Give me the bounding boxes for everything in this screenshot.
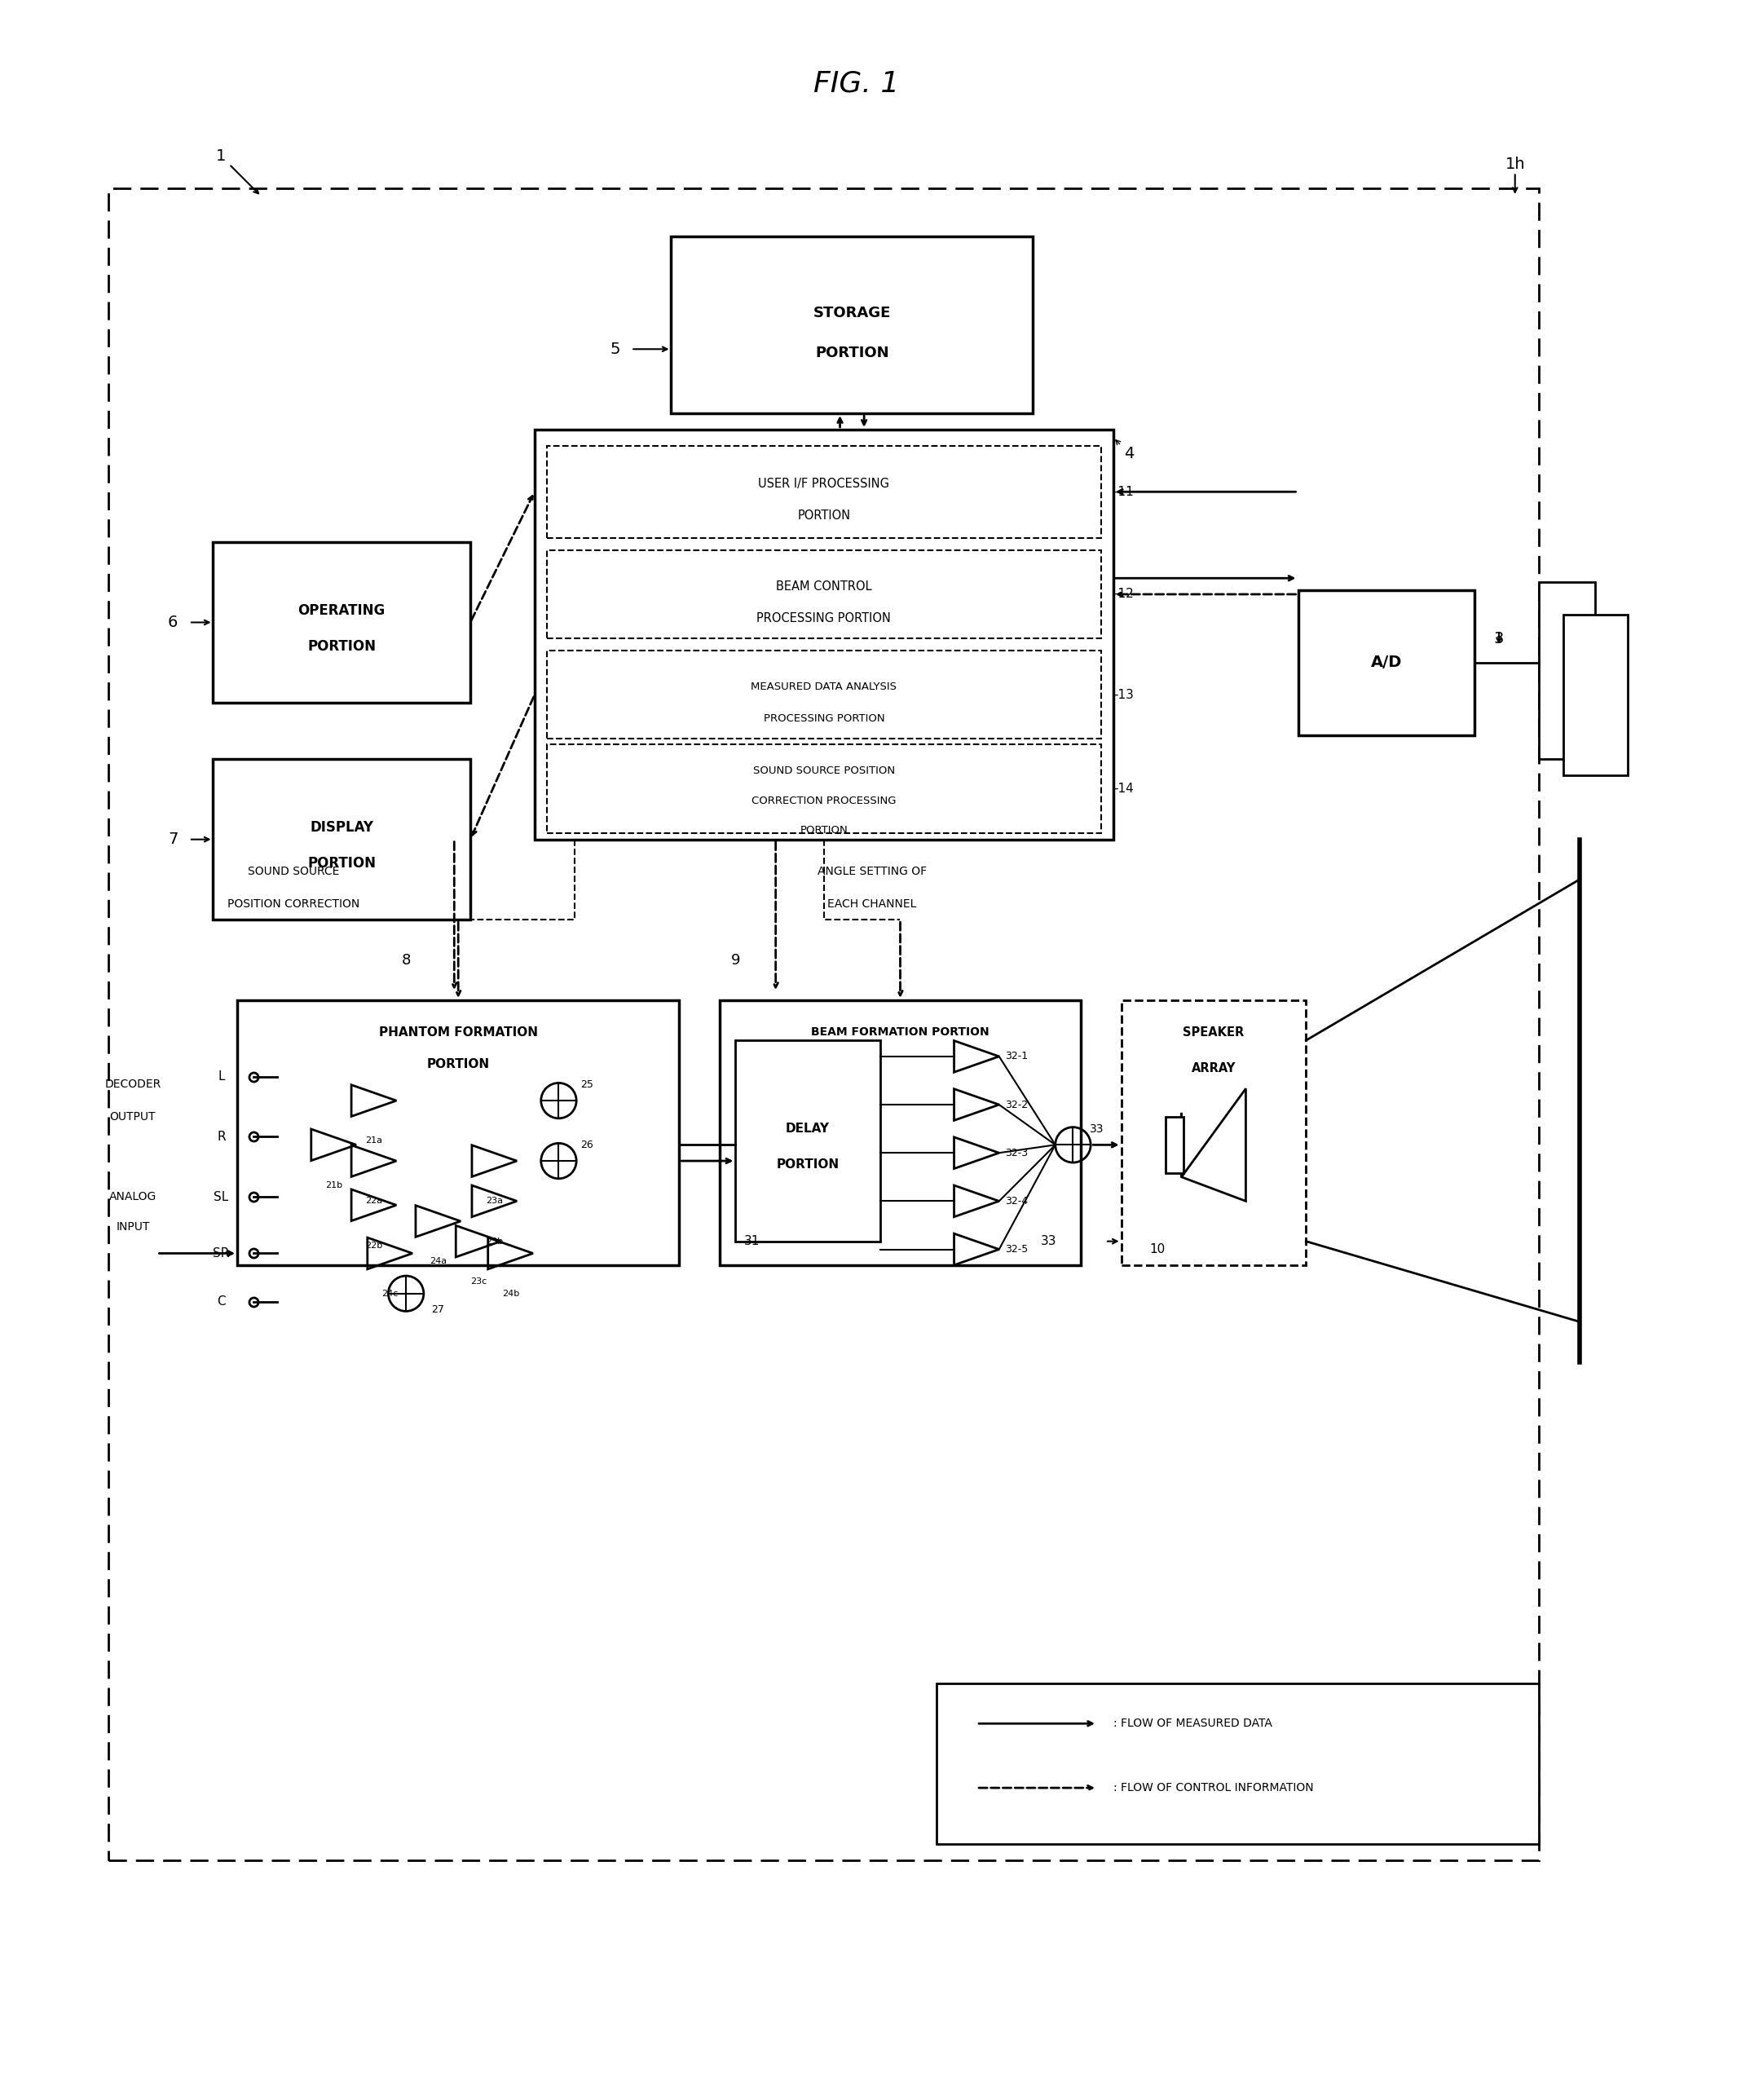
Text: DISPLAY: DISPLAY (310, 819, 374, 834)
Text: 8: 8 (402, 953, 411, 968)
Text: EACH CHANNEL: EACH CHANNEL (827, 899, 918, 909)
Text: -14: -14 (1112, 783, 1133, 796)
FancyBboxPatch shape (1299, 590, 1475, 735)
Text: 32-1: 32-1 (1005, 1052, 1029, 1063)
Text: 1h: 1h (1504, 157, 1525, 172)
Text: OPERATING: OPERATING (298, 603, 385, 617)
FancyBboxPatch shape (719, 1000, 1081, 1266)
Text: USER I/F PROCESSING: USER I/F PROCESSING (759, 477, 890, 489)
FancyBboxPatch shape (237, 1000, 679, 1266)
FancyBboxPatch shape (735, 1039, 881, 1241)
Text: 32-4: 32-4 (1005, 1195, 1029, 1205)
Text: MEASURED DATA ANALYSIS: MEASURED DATA ANALYSIS (750, 680, 897, 693)
Text: PHANTOM FORMATION: PHANTOM FORMATION (380, 1027, 538, 1037)
Text: SL: SL (214, 1191, 228, 1203)
Text: SR: SR (212, 1247, 230, 1260)
Text: 25: 25 (580, 1079, 594, 1090)
Text: ANALOG: ANALOG (110, 1191, 157, 1203)
Text: BEAM CONTROL: BEAM CONTROL (776, 580, 872, 592)
Text: PORTION: PORTION (776, 1159, 839, 1172)
Text: 21a: 21a (366, 1136, 383, 1144)
Text: 10: 10 (1149, 1243, 1165, 1256)
Text: A/D: A/D (1370, 655, 1402, 670)
Text: 31: 31 (743, 1235, 759, 1247)
Text: 9: 9 (731, 953, 740, 968)
Text: 21b: 21b (326, 1180, 343, 1189)
FancyBboxPatch shape (1539, 582, 1595, 758)
Text: L: L (218, 1071, 225, 1084)
FancyBboxPatch shape (547, 550, 1100, 638)
FancyBboxPatch shape (937, 1684, 1539, 1844)
Text: 1: 1 (216, 149, 226, 164)
Text: DECODER: DECODER (104, 1079, 160, 1090)
Text: : FLOW OF MEASURED DATA: : FLOW OF MEASURED DATA (1112, 1718, 1273, 1728)
FancyBboxPatch shape (1165, 1117, 1184, 1174)
Text: PROCESSING PORTION: PROCESSING PORTION (757, 613, 891, 624)
FancyBboxPatch shape (547, 651, 1100, 739)
Text: PORTION: PORTION (308, 638, 376, 653)
FancyBboxPatch shape (547, 445, 1100, 538)
FancyBboxPatch shape (212, 758, 470, 920)
Text: STORAGE: STORAGE (813, 307, 891, 321)
Text: -12: -12 (1112, 588, 1133, 601)
Text: PROCESSING PORTION: PROCESSING PORTION (763, 714, 884, 724)
Text: POSITION CORRECTION: POSITION CORRECTION (228, 899, 360, 909)
Text: PORTION: PORTION (308, 857, 376, 871)
FancyBboxPatch shape (212, 542, 470, 704)
Text: 23b: 23b (486, 1237, 503, 1245)
Text: 24a: 24a (430, 1258, 447, 1266)
Text: ANGLE SETTING OF: ANGLE SETTING OF (818, 865, 926, 878)
Text: 23c: 23c (470, 1277, 486, 1285)
Text: 6: 6 (167, 615, 178, 630)
Text: 5: 5 (609, 342, 620, 357)
Text: 4: 4 (1125, 445, 1135, 462)
Text: PORTION: PORTION (797, 510, 850, 523)
Bar (108, 189, 1539, 1861)
Text: SPEAKER: SPEAKER (1182, 1027, 1245, 1037)
FancyBboxPatch shape (672, 237, 1032, 414)
Text: 7: 7 (167, 832, 178, 846)
Text: 26: 26 (580, 1140, 594, 1151)
Text: PORTION: PORTION (427, 1058, 489, 1071)
Text: R: R (218, 1130, 226, 1142)
Text: 24b: 24b (501, 1289, 519, 1298)
Text: -11: -11 (1112, 485, 1133, 498)
Text: PORTION: PORTION (799, 825, 848, 836)
FancyBboxPatch shape (1121, 1000, 1306, 1266)
Text: 32-2: 32-2 (1005, 1100, 1029, 1111)
Text: 33: 33 (1090, 1124, 1104, 1134)
Text: SOUND SOURCE: SOUND SOURCE (247, 865, 339, 878)
Text: BEAM FORMATION PORTION: BEAM FORMATION PORTION (811, 1027, 989, 1037)
Text: -13: -13 (1112, 689, 1133, 701)
Text: 32-5: 32-5 (1005, 1243, 1029, 1254)
Text: OUTPUT: OUTPUT (110, 1111, 155, 1121)
Text: SOUND SOURCE POSITION: SOUND SOURCE POSITION (752, 766, 895, 777)
Text: 33: 33 (1041, 1235, 1057, 1247)
Text: INPUT: INPUT (117, 1220, 150, 1233)
Text: 24c: 24c (381, 1289, 399, 1298)
FancyBboxPatch shape (534, 430, 1112, 840)
Text: 23a: 23a (486, 1197, 503, 1205)
Text: : FLOW OF CONTROL INFORMATION: : FLOW OF CONTROL INFORMATION (1112, 1783, 1313, 1793)
Text: CORRECTION PROCESSING: CORRECTION PROCESSING (752, 796, 897, 806)
FancyBboxPatch shape (1563, 615, 1628, 775)
Text: 32-3: 32-3 (1005, 1147, 1029, 1159)
Text: FIG. 1: FIG. 1 (813, 69, 898, 99)
Text: DELAY: DELAY (785, 1124, 830, 1134)
FancyBboxPatch shape (547, 745, 1100, 834)
Text: 22a: 22a (366, 1197, 383, 1205)
Text: PORTION: PORTION (815, 346, 890, 361)
Text: 27: 27 (432, 1304, 444, 1315)
Text: 22b: 22b (366, 1241, 383, 1250)
Text: 3: 3 (1494, 630, 1504, 647)
Text: ARRAY: ARRAY (1191, 1063, 1236, 1075)
Text: C: C (218, 1296, 226, 1308)
